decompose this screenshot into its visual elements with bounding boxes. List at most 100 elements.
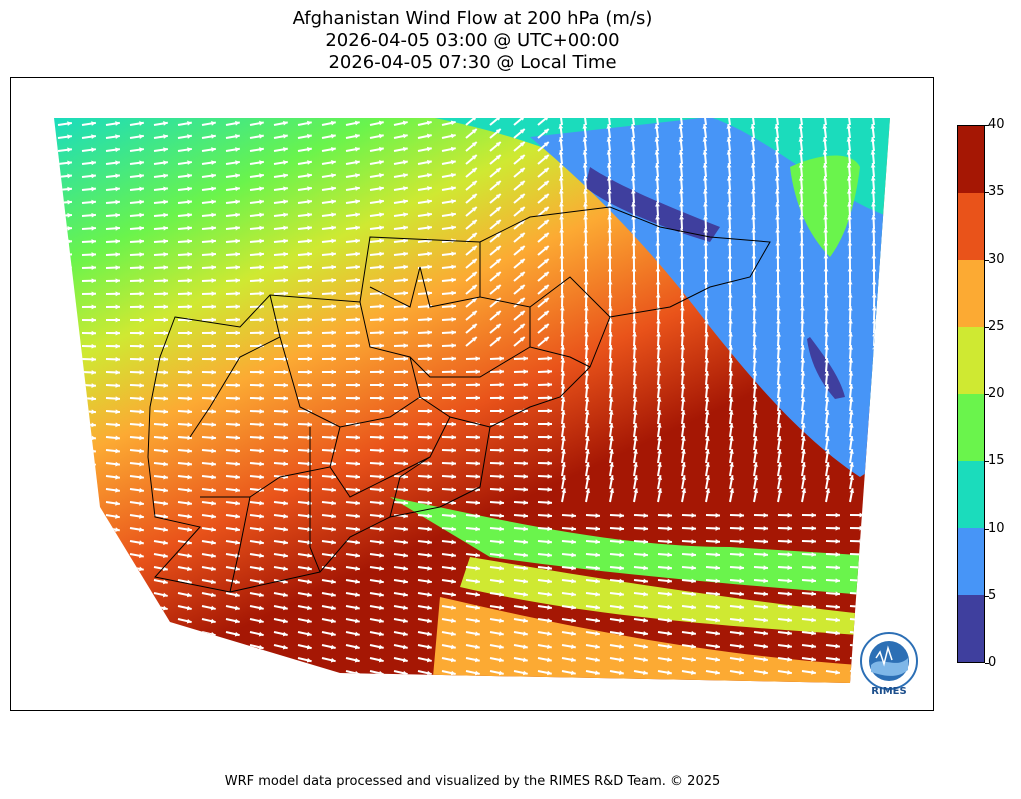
wind-arrow-head	[871, 293, 877, 298]
wind-arrow-head	[751, 306, 757, 311]
wind-arrow-head	[871, 215, 876, 220]
wind-arrow-head	[283, 382, 288, 388]
wind-arrow-head	[872, 384, 878, 389]
wind-arrow-head	[331, 408, 336, 414]
wind-arrow-head	[787, 630, 792, 636]
wind-arrow-head	[163, 199, 168, 205]
wind-arrow-head	[403, 526, 408, 532]
wind-arrow-head	[163, 252, 168, 257]
wind-arrow-head	[211, 238, 216, 244]
wind-arrow-head	[259, 186, 264, 192]
wind-arrow-head	[115, 474, 120, 480]
wind-arrow-head	[331, 579, 336, 584]
wind-arrow-head	[870, 189, 876, 194]
wind-arrow-head	[115, 186, 120, 192]
wind-arrow-head	[211, 317, 216, 323]
wind-arrow-head	[235, 251, 240, 257]
wind-arrow-head	[774, 176, 780, 181]
wind-arrow-head	[235, 304, 240, 310]
wind-arrow-head	[163, 500, 168, 506]
wind-arrow	[57, 501, 72, 506]
wind-arrow-head	[871, 228, 877, 233]
wind-arrow-head	[523, 513, 528, 519]
wind-arrow-head	[427, 526, 432, 532]
wind-arrow-head	[138, 645, 144, 650]
wind-arrow-head	[187, 173, 192, 179]
wind-arrow-head	[115, 134, 120, 139]
wind-arrow-head	[403, 277, 408, 283]
wind-arrow-head	[139, 238, 144, 244]
wind-arrow-head	[138, 566, 144, 572]
wind-arrow-head	[426, 657, 432, 663]
wind-arrow-head	[608, 358, 614, 363]
wind-arrow-head	[679, 241, 685, 246]
wind-arrow	[57, 618, 72, 624]
wind-arrow-head	[872, 397, 878, 402]
wind-arrow-head	[378, 133, 384, 139]
wind-arrow-head	[451, 186, 456, 191]
wind-arrow-head	[703, 254, 709, 259]
wind-arrow-head	[471, 311, 477, 316]
wind-arrow-head	[630, 111, 635, 116]
wind-arrow-head	[139, 212, 144, 218]
wind-arrow	[514, 684, 528, 687]
wind-arrow-head	[67, 409, 72, 415]
wind-arrow-head	[451, 199, 456, 204]
wind-arrow-head	[331, 395, 336, 401]
wind-arrow-head	[499, 460, 504, 466]
wind-arrow-head	[595, 552, 600, 558]
wind-arrow-head	[211, 422, 216, 428]
wind-arrow-head	[787, 512, 792, 518]
wind-arrow-head	[763, 578, 768, 584]
wind-arrow-head	[607, 293, 613, 298]
wind-arrow-head	[379, 199, 384, 204]
wind-arrow-head	[66, 685, 71, 690]
wind-arrow-head	[67, 226, 72, 231]
wind-arrow-head	[115, 160, 120, 166]
wind-arrow	[129, 657, 144, 663]
wind-arrow-head	[823, 228, 829, 233]
wind-arrow-head	[703, 228, 709, 233]
wind-arrow	[465, 118, 478, 126]
wind-arrow-head	[163, 409, 168, 415]
wind-arrow-head	[307, 186, 312, 192]
wind-arrow	[57, 657, 72, 663]
wind-arrow-head	[67, 422, 72, 428]
wind-arrow-head	[67, 317, 72, 323]
local-time: 2026-04-05 07:30 @ Local Time	[328, 52, 617, 73]
wind-arrow-head	[595, 578, 600, 584]
wind-arrow-head	[583, 215, 588, 220]
wind-arrow	[274, 684, 288, 688]
wind-arrow-head	[306, 618, 312, 624]
wind-arrow-head	[753, 436, 758, 441]
wind-arrow-head	[403, 618, 408, 624]
wind-arrow-head	[751, 280, 757, 285]
wind-arrow-head	[379, 225, 384, 231]
wind-arrow-head	[703, 202, 708, 207]
wind-arrow-head	[654, 111, 659, 116]
wind-arrow-head	[704, 384, 710, 389]
wind-arrow-head	[355, 186, 360, 191]
wind-arrow-head	[235, 474, 240, 480]
wind-arrow-head	[90, 579, 96, 585]
wind-arrow	[849, 618, 865, 622]
wind-arrow-head	[283, 277, 288, 283]
wind-arrow-head	[561, 488, 567, 494]
wind-arrow-head	[726, 163, 732, 168]
wind-arrow-head	[187, 251, 192, 257]
wind-arrow-head	[691, 644, 696, 649]
wind-arrow-head	[211, 500, 216, 506]
wind-arrow	[873, 579, 889, 582]
wind-arrow	[586, 684, 600, 687]
wind-arrow-head	[235, 409, 240, 414]
wind-arrow	[129, 618, 144, 624]
wind-arrow-head	[702, 111, 707, 116]
wind-arrow-head	[475, 447, 480, 453]
wind-arrow-head	[283, 264, 288, 270]
wind-arrow	[849, 605, 865, 609]
wind-arrow-head	[403, 303, 408, 309]
wind-arrow-head	[823, 267, 829, 272]
wind-arrow-head	[775, 202, 780, 207]
wind-arrow	[153, 618, 168, 624]
wind-arrow-head	[499, 408, 504, 414]
